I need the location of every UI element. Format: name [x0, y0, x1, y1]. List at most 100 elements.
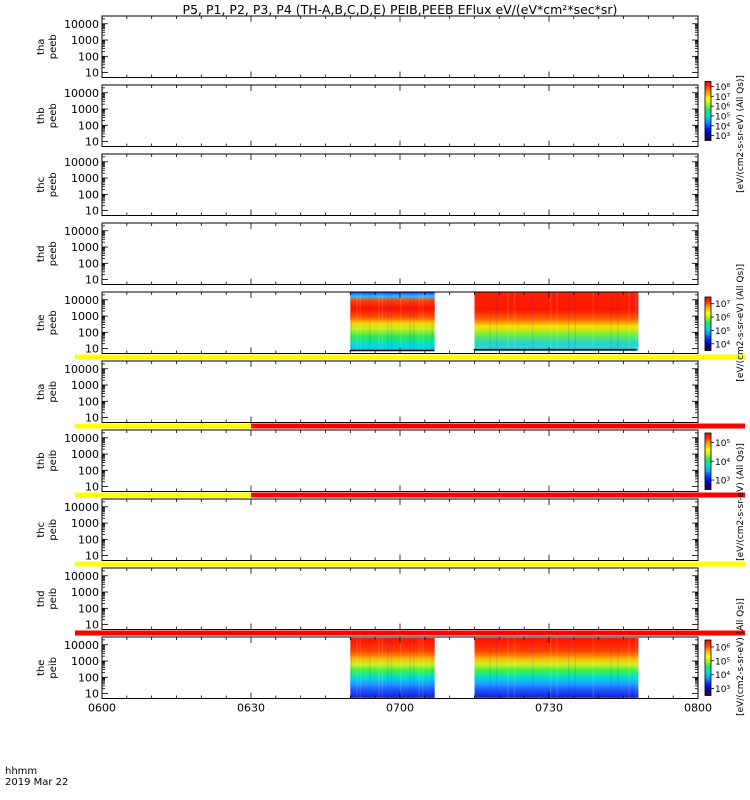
y-tick-label: 10000: [64, 639, 99, 652]
y-tick-label: 10: [85, 205, 99, 218]
colorbar-tick-label: 10⁶: [715, 643, 730, 653]
panel-product-label: peib: [48, 381, 59, 403]
colorbar-scale: [704, 639, 712, 696]
y-tick-label: 1000: [71, 517, 99, 530]
y-tick-label: 10000: [64, 18, 99, 31]
spectrogram-texture: [422, 292, 424, 352]
y-tick-label: 1000: [71, 103, 99, 116]
y-tick-label: 10000: [64, 363, 99, 376]
y-tick-label: 100: [78, 326, 99, 339]
y-tick-label: 1000: [71, 310, 99, 323]
y-tick-label: 1000: [71, 586, 99, 599]
colorbar-tick-label: 10³: [715, 685, 730, 695]
y-tick-label: 10: [85, 274, 99, 287]
panel-probe-label: thc: [36, 522, 47, 538]
spectrogram-texture: [513, 638, 516, 698]
y-tick-label: 1000: [71, 655, 99, 668]
spectrogram-texture: [610, 292, 613, 352]
panel-thd-peib: 10 100 1000 10000 thd peib: [36, 567, 699, 632]
spectrogram-texture: [635, 638, 637, 698]
colorbar-tick-label: 10⁶: [715, 314, 730, 324]
panel-probe-label: tha: [36, 39, 47, 55]
x-axis-label-units: hhmm: [5, 766, 37, 777]
y-tick-label: 10000: [64, 87, 99, 100]
spectrogram-texture: [431, 638, 433, 698]
spectrogram-texture: [556, 292, 558, 352]
y-tick-label: 10000: [64, 501, 99, 514]
colorbar-tick-label: 10⁴: [715, 458, 730, 468]
spectrogram-texture: [400, 638, 402, 698]
spectrogram-texture: [495, 638, 498, 698]
spectrogram-texture: [513, 292, 516, 352]
x-tick-label: 0700: [386, 702, 414, 715]
colorbar-tick-label: 10⁴: [715, 671, 730, 681]
spectrogram-texture: [531, 292, 534, 352]
status-bar-segment: [75, 630, 745, 636]
panel-thc-peeb: 10 100 1000 10000 thc peeb: [36, 153, 699, 218]
colorbar-tick-label: 10⁵: [715, 439, 730, 449]
panel-thb-peib: 10 100 1000 10000 thb peib: [36, 429, 699, 494]
y-tick-label: 10000: [64, 156, 99, 169]
status-bar-segment: [75, 354, 745, 360]
spectrogram-texture: [412, 638, 415, 698]
spectrogram-texture: [356, 292, 358, 352]
x-tick-label: 0600: [88, 702, 116, 715]
colorbar-label: [eV/(cm2-s-sr-eV) (All Qs)]: [736, 264, 746, 382]
y-tick-label: 100: [78, 533, 99, 546]
spectrogram-texture: [592, 638, 595, 698]
colorbar-tick-label: 10⁵: [715, 327, 730, 337]
spectrogram-texture: [495, 292, 498, 352]
spectrogram-texture: [390, 638, 393, 698]
y-tick-label: 1000: [71, 448, 99, 461]
y-tick-label: 1000: [71, 34, 99, 47]
y-tick-label: 10: [85, 619, 99, 632]
colorbar-label: [eV/(cm2-s-sr-eV) (All Qs)]: [736, 75, 746, 193]
x-tick-label: 0730: [535, 702, 563, 715]
y-tick-label: 10: [85, 481, 99, 494]
spectrogram-texture: [418, 292, 421, 352]
y-tick-label: 1000: [71, 379, 99, 392]
y-tick-label: 10: [85, 67, 99, 80]
y-tick-label: 100: [78, 50, 99, 63]
colorbar-tick-label: 10⁷: [715, 300, 730, 310]
spectrogram-block: [350, 292, 435, 352]
y-tick-label: 10: [85, 136, 99, 149]
spectrogram-texture: [556, 638, 558, 698]
spectrogram-texture: [412, 292, 415, 352]
panel-product-label: peib: [48, 450, 59, 472]
status-bar-segment: [75, 561, 745, 567]
colorbar-label: [eV/(cm2-s-sr-eV) (All Qs)]: [736, 598, 746, 716]
panel-frame: [101, 429, 699, 492]
panel-thd-peeb: 10 100 1000 10000 thd peeb: [36, 222, 699, 287]
spectrogram-texture: [381, 638, 384, 698]
colorbar-scale: [704, 81, 712, 141]
panel-product-label: peeb: [48, 241, 59, 266]
spectrogram-texture: [489, 638, 491, 698]
y-tick-label: 10: [85, 412, 99, 425]
y-tick-label: 100: [78, 188, 99, 201]
spectrogram-texture: [507, 292, 509, 352]
colorbar-tick-label: 10⁵: [715, 112, 730, 122]
panel-product-label: peib: [48, 519, 59, 541]
colorbar: 10³ 10⁴ 10⁵ 10⁶ [eV/(cm2-s-sr-eV) (All Qs)]: [704, 598, 746, 716]
colorbar: 10³ 10⁴ 10⁵ [eV/(cm2-s-sr-eV) (All Qs)]: [704, 432, 746, 561]
x-axis-label-date: 2019 Mar 22: [5, 777, 68, 788]
status-bar-segment: [75, 423, 251, 429]
spectrogram-texture: [507, 638, 509, 698]
spectrogram-texture: [409, 638, 411, 698]
y-tick-label: 100: [78, 602, 99, 615]
spectrogram-block: [350, 638, 435, 698]
spectrogram-texture: [422, 638, 424, 698]
panel-frame: [101, 15, 699, 78]
spectrogram-texture: [387, 292, 389, 352]
panel-product-label: peeb: [48, 172, 59, 197]
panel-frame: [101, 84, 699, 147]
panel-product-label: peeb: [48, 310, 59, 335]
panel-probe-label: tha: [36, 384, 47, 400]
spectrogram-texture: [617, 638, 619, 698]
x-tick-label: 0630: [237, 702, 265, 715]
panel-the-peib: 10 100 1000 10000 the peib: [36, 636, 699, 701]
